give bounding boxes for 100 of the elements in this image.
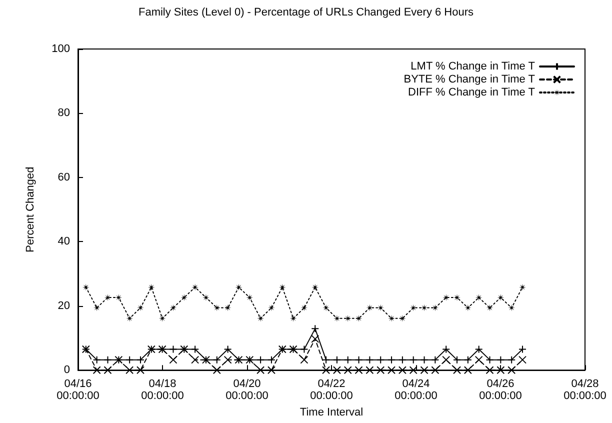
point <box>136 366 144 374</box>
point <box>475 294 482 302</box>
point <box>410 304 417 312</box>
point <box>126 356 134 364</box>
point <box>126 314 134 322</box>
y-tick-label: 100 <box>52 43 70 55</box>
point <box>398 356 406 364</box>
point <box>148 284 155 291</box>
point <box>332 356 341 364</box>
x-tick-label: 04/18 00:00:00 <box>141 378 184 402</box>
point <box>388 366 396 374</box>
point <box>409 356 418 364</box>
x-tick-label: 04/22 00:00:00 <box>310 378 353 402</box>
point <box>442 345 450 354</box>
point <box>92 366 101 374</box>
point <box>191 356 200 364</box>
point <box>126 366 134 374</box>
point <box>180 294 188 302</box>
point <box>464 366 472 374</box>
y-axis-title: Percent Changed <box>24 166 36 252</box>
point <box>474 356 483 364</box>
point <box>453 366 462 374</box>
point <box>278 284 286 291</box>
point <box>388 314 396 322</box>
point <box>332 366 341 374</box>
point <box>104 294 112 302</box>
x-tick-label: 04/16 00:00:00 <box>56 378 100 402</box>
point <box>398 366 406 374</box>
point <box>431 356 440 364</box>
point <box>454 294 461 302</box>
point <box>366 366 374 374</box>
chart-title: Family Sites (Level 0) - Percentage of URLs Changed Every 6 Hours <box>138 6 474 18</box>
point <box>432 304 439 312</box>
x-tick-label: 04/28 00:00:00 <box>564 378 606 402</box>
point <box>213 304 220 312</box>
point <box>235 284 242 291</box>
legend-label: BYTE % Change in Time T <box>404 74 536 86</box>
point <box>267 356 276 364</box>
x-axis-title: Time Interval <box>300 406 364 418</box>
point <box>377 304 384 312</box>
point <box>322 356 330 364</box>
point <box>267 366 276 374</box>
point <box>224 345 232 354</box>
point <box>311 324 320 333</box>
y-tick-label: 60 <box>58 171 70 184</box>
point <box>420 356 428 364</box>
point <box>115 294 122 302</box>
point <box>376 356 385 364</box>
y-tick-label: 0 <box>64 364 70 376</box>
point <box>496 366 505 374</box>
point <box>169 345 178 354</box>
point <box>300 304 308 312</box>
point <box>104 366 112 374</box>
point <box>508 366 516 374</box>
point <box>497 294 504 302</box>
point <box>508 356 516 364</box>
point <box>300 356 308 364</box>
point <box>442 294 450 302</box>
point <box>290 314 297 322</box>
point <box>420 304 428 312</box>
point <box>82 284 90 291</box>
point <box>246 294 254 302</box>
point <box>453 356 462 364</box>
point <box>212 366 221 374</box>
point <box>376 366 385 374</box>
point <box>442 356 450 364</box>
point <box>496 356 505 364</box>
point <box>431 366 440 374</box>
point <box>224 356 232 364</box>
x-tick-label: 04/26 00:00:00 <box>479 378 522 402</box>
point <box>420 366 428 374</box>
point <box>354 366 363 374</box>
point <box>224 304 232 312</box>
point <box>508 304 516 312</box>
point <box>312 284 319 291</box>
point <box>268 304 275 312</box>
y-tick-label: 80 <box>58 107 70 120</box>
point <box>344 356 352 364</box>
point <box>388 356 396 364</box>
x-tick-label: 04/24 00:00:00 <box>394 378 438 402</box>
point <box>486 304 494 312</box>
point <box>202 294 210 302</box>
point <box>311 334 320 343</box>
legend-label: DIFF % Change in Time T <box>408 86 536 98</box>
point <box>136 304 144 312</box>
legend-label: LMT % Change in Time T <box>410 60 536 72</box>
point <box>322 304 330 312</box>
point <box>212 356 221 364</box>
point <box>257 314 264 322</box>
point <box>474 345 483 354</box>
y-tick-label: 40 <box>58 236 70 248</box>
point <box>518 356 527 364</box>
point <box>169 356 178 364</box>
point <box>170 304 177 312</box>
point <box>366 304 374 312</box>
point <box>192 284 199 291</box>
point <box>158 314 166 322</box>
point <box>464 304 472 312</box>
point <box>366 356 374 364</box>
point <box>300 345 308 354</box>
